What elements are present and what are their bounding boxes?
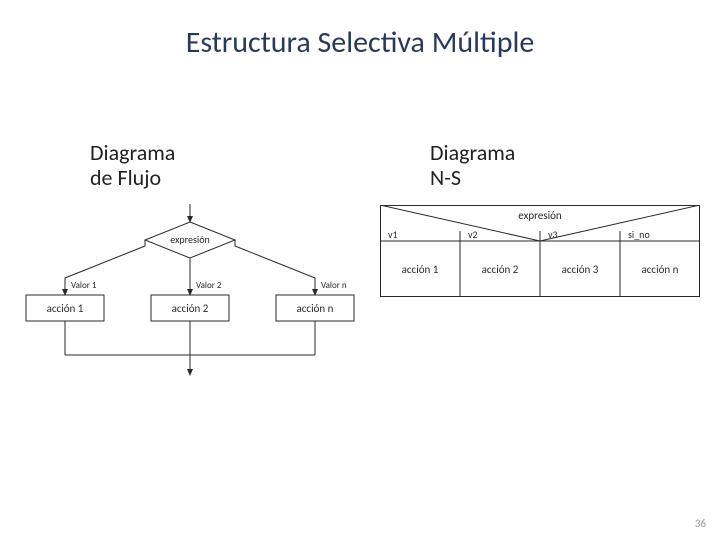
- svg-text:Valor 2: Valor 2: [196, 280, 222, 291]
- svg-text:acción 2: acción 2: [172, 302, 209, 315]
- svg-text:acción n: acción n: [642, 263, 679, 276]
- svg-text:expresión: expresión: [518, 209, 562, 222]
- svg-text:v3: v3: [548, 228, 558, 241]
- svg-text:si_no: si_no: [628, 228, 650, 241]
- svg-text:acción n: acción n: [297, 302, 334, 315]
- slide: Estructura Selectiva Múltiple Diagrama d…: [0, 0, 720, 540]
- svg-text:Valor 1: Valor 1: [71, 280, 97, 291]
- svg-text:v1: v1: [388, 228, 398, 241]
- flowchart-diagram: expresión Valor 1 acción 1 Valor 2 acción 2 V…: [20, 200, 360, 400]
- svg-text:expresión: expresión: [170, 233, 209, 246]
- subtitle-flowchart-l1: Diagrama de Flujo: [90, 140, 175, 191]
- subtitle-ns: Diagrama N-S: [430, 140, 515, 191]
- subtitle-ns-l1: Diagrama N-S: [430, 140, 515, 191]
- svg-text:acción 3: acción 3: [562, 263, 599, 276]
- svg-text:acción 2: acción 2: [482, 263, 519, 276]
- svg-text:Valor n: Valor n: [321, 280, 347, 291]
- subtitle-flowchart: Diagrama de Flujo: [90, 140, 175, 191]
- svg-text:acción 1: acción 1: [402, 263, 439, 276]
- page-number: 36: [695, 517, 706, 530]
- ns-diagram: expresión v1 acción 1 v2 acción 2 v3 acción 3 s…: [380, 205, 700, 325]
- slide-title: Estructura Selectiva Múltiple: [0, 24, 720, 61]
- svg-text:acción 1: acción 1: [47, 302, 84, 315]
- svg-text:v2: v2: [468, 228, 478, 241]
